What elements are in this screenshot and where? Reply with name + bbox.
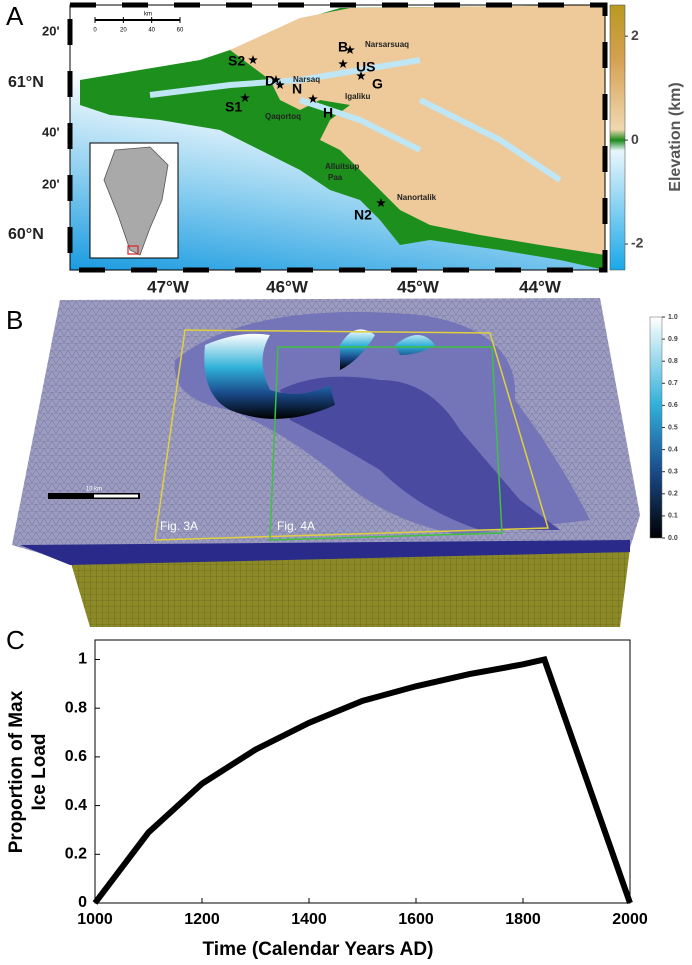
site-label: S2 [228,53,245,69]
place-label: Paa [328,173,343,182]
colorbar-tick-label: 0.2 [668,491,678,498]
panel-letter: B [6,305,23,335]
panel-b: B Fig. 3A Fig. 4A 10 km [6,298,663,627]
scale-bar-segment [94,494,138,498]
x-tick-label: 1600 [398,911,434,928]
y-tick-label: 0.6 [65,748,87,765]
lon-label: 46°W [266,277,309,296]
site-label: H [323,105,333,121]
colorbar-tick-label: 0.5 [668,424,678,431]
colorbar-tick-label: 0.4 [668,446,678,453]
y-axis-label: Ice Load [29,733,50,810]
place-label: Qaqortoq [265,112,301,121]
scale-label: 10 km [86,487,102,493]
line [92,655,633,905]
fig4a-box [269,346,503,541]
plot-frame [94,639,631,904]
site-label: US [356,59,375,75]
y-tick-label: 0 [78,894,87,911]
scale-tick-label: 20 [120,28,127,34]
scale-unit: km [144,12,152,18]
study-area [127,245,139,255]
place-label: Igaliku [345,92,370,101]
lat-label: 60°N [8,226,44,243]
panel-letter: C [6,625,25,655]
site-label: S1 [225,99,242,115]
fig3a-box [154,329,549,541]
place-label: Narsarsuaq [365,40,409,49]
y-tick-label: 0.8 [65,699,87,716]
greenland [103,146,169,256]
lat-label: 20' [42,176,60,191]
box-label: Fig. 4A [277,519,315,533]
colorbar-tick-label: 0.3 [668,469,678,476]
scale-bar: km 0 20 40 60 [93,12,184,34]
scale-tick-label: 0 [93,28,97,34]
x-tick-label: 2000 [612,911,648,928]
mesh-edge [20,540,630,565]
lon-label: 45°W [397,277,440,296]
site-label: N2 [354,207,372,223]
sites: S2 B US D N G S1 H N2 Narsarsuaq Narsaq … [225,39,437,223]
panel-c: C Time (Calendar Years AD) Proportion of… [6,625,631,960]
x-tick-label: 1000 [77,911,113,928]
colorbar-tick-label: 0.6 [668,402,678,409]
y-tick-label: 0.4 [65,797,87,814]
ice-lobe [280,376,560,530]
colorbar-tick-label: 0.7 [668,380,678,387]
x-tick-label: 1800 [505,911,541,928]
box-label: Fig. 3A [160,519,198,533]
place-label: Alluitsup [325,162,359,171]
panel-letter: A [6,1,24,31]
lon-label: 47°W [147,277,190,296]
scale-tick-label: 60 [177,28,184,34]
lat-label: 61°N [8,74,44,91]
colorbar-tick-label: 2 [631,27,639,43]
x-axis-label: Time (Calendar Years AD) [203,939,434,960]
lat-label: 20' [42,23,60,38]
lon-label: 44°W [519,277,562,296]
y-tick-label: 0.2 [65,846,87,863]
x-tick-label: 1400 [291,911,327,928]
colorbar [609,4,626,271]
site-label: B [338,39,348,55]
colorbar-label: Elevation (km) [667,82,684,191]
site-label: G [372,76,383,92]
ice-thickness [340,329,435,370]
x-tick-label: 1200 [184,911,220,928]
y-tick-label: 1 [78,651,87,668]
lat-label: 40' [42,124,60,139]
place-label: Narsaq [293,75,320,84]
highland [230,5,605,255]
mesh-base [70,548,630,627]
colorbar-tick-label: 1.0 [668,314,678,321]
place-label: Nanortalik [397,193,437,202]
inset [89,142,179,259]
colorbar [649,316,663,539]
panel-a: A 20' 61°N 40' 20' 60°N 47°W 46°W 45°W 4… [6,1,684,297]
site-label: D [265,73,275,89]
colorbar-tick-label: 0.0 [668,535,678,542]
site-label: N [292,81,302,97]
colorbar-tick-label: -2 [631,235,644,251]
colorbar-tick-label: 0.9 [668,336,678,343]
colorbar-tick-label: 0 [631,131,639,147]
ice-thickness [204,333,335,419]
fjords [149,57,562,183]
y-axis-label: Proportion of Max [6,690,27,853]
colorbar-tick-label: 0.1 [668,513,678,520]
colorbar-tick-label: 0.8 [668,358,678,365]
scale-tick-label: 40 [148,28,155,34]
map-border [69,4,606,271]
